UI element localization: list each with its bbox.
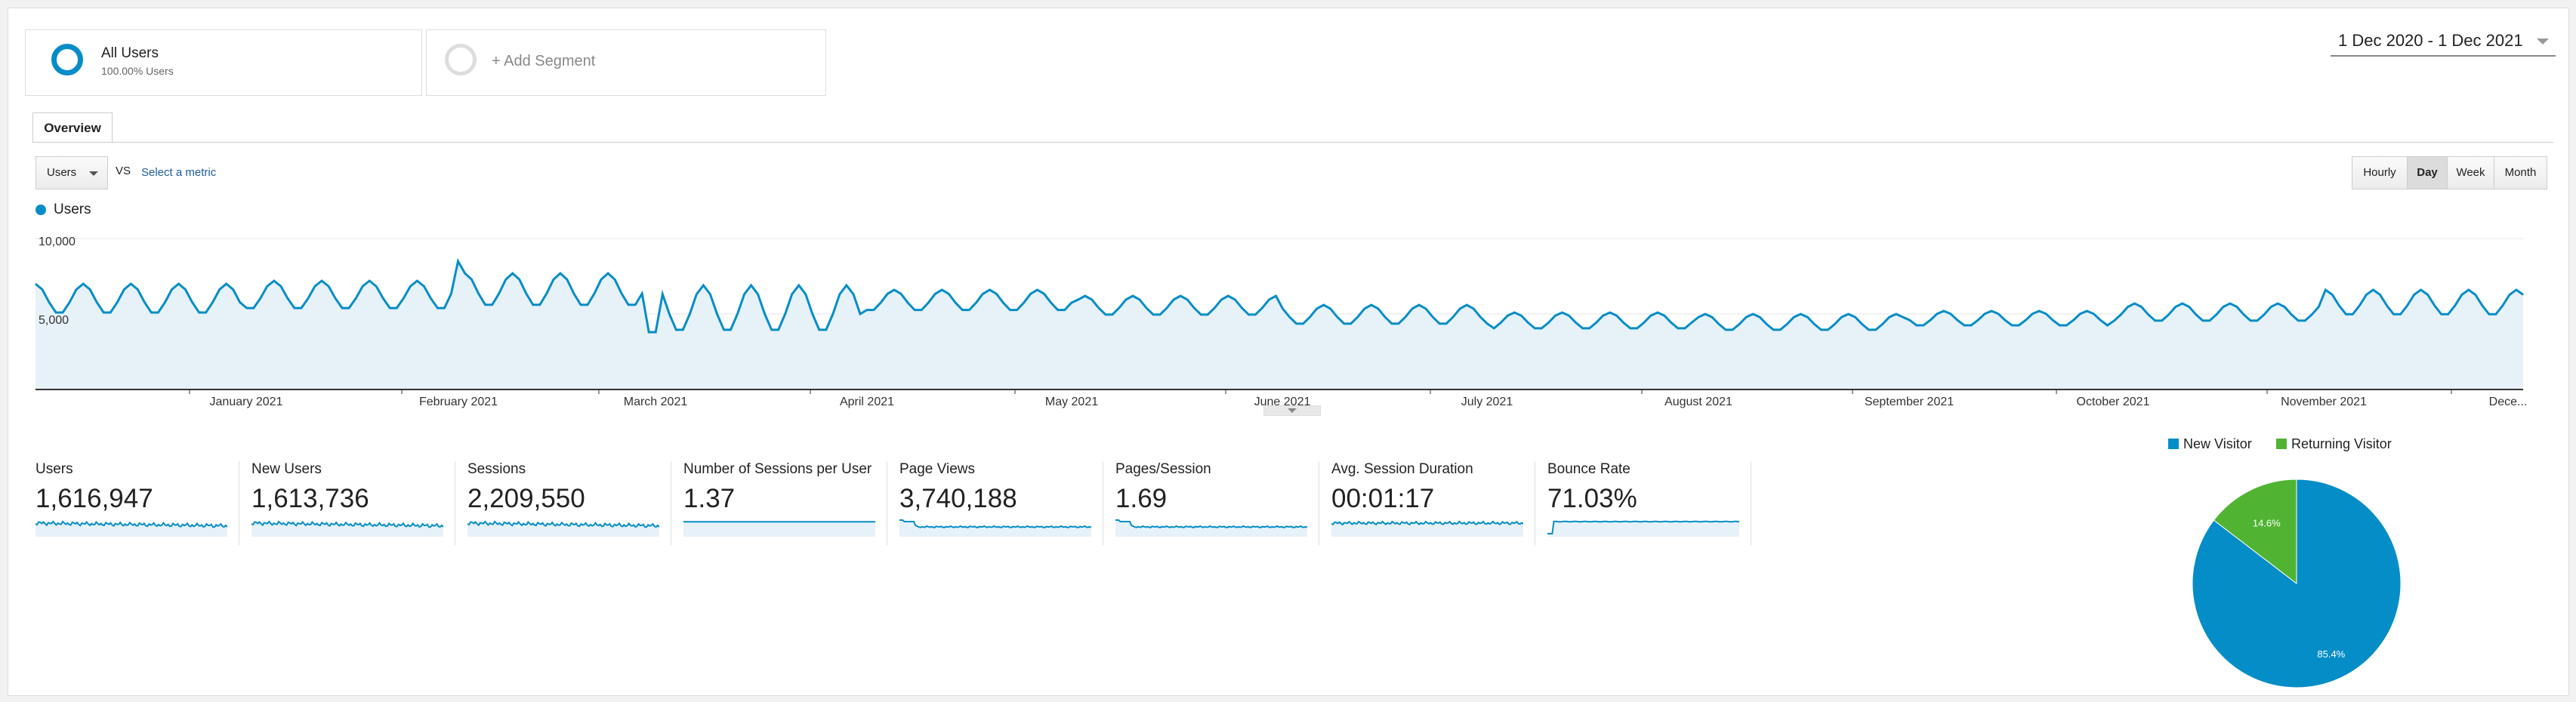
sparkline-area [1331, 521, 1523, 537]
week-button[interactable]: Week [2447, 156, 2494, 189]
metric-select-value: Users [47, 166, 77, 179]
metric-users[interactable]: Users 1,616,947 [35, 461, 239, 550]
pie-slice-returning-visitor[interactable] [2213, 479, 2297, 585]
metric-value: 1,613,736 [251, 484, 369, 513]
metric-value: 3,740,188 [899, 484, 1017, 513]
metric-label: Sessions [467, 461, 526, 477]
sparkline-area [467, 521, 659, 537]
metric-select[interactable]: Users [35, 156, 108, 189]
metric-sparkline [251, 520, 443, 537]
sparkline-area [251, 521, 443, 537]
xtick-label: October 2021 [2077, 396, 2150, 408]
tab-divider [32, 142, 2553, 143]
sparkline-line [1115, 519, 1307, 528]
metric-sessions[interactable]: Sessions 2,209,550 [467, 461, 671, 550]
chart-resize-handle[interactable] [1263, 405, 1321, 416]
xtick-label: March 2021 [624, 396, 688, 408]
metric-avg-session-duration[interactable]: Avg. Session Duration 00:01:17 [1331, 461, 1535, 550]
empty-segment-ring-icon [445, 44, 477, 75]
sparkline-area [899, 520, 1091, 537]
metric-bounce-rate[interactable]: Bounce Rate 71.03% [1547, 461, 1751, 550]
metric-value: 1.37 [683, 484, 736, 513]
metric-label: New Users [251, 461, 322, 477]
returning-visitor-legend-swatch [2276, 439, 2287, 449]
chevron-down-icon [89, 171, 98, 176]
metric-label: Page Views [899, 461, 975, 477]
segment-all-users[interactable]: All Users 100.00% Users [25, 29, 422, 96]
users-area-chart: 10,000 5,000 January 2021 February 2021 Ma… [35, 236, 2528, 408]
metric-value: 1.69 [1115, 484, 1168, 513]
xtick-label: May 2021 [1045, 396, 1098, 408]
x-axis-ticks: January 2021 February 2021 March 2021 April… [189, 389, 2528, 408]
metric-sparkline [1547, 520, 1739, 537]
ytick-label-5000: 5,000 [39, 314, 69, 327]
select-metric-link[interactable]: Select a metric [141, 166, 217, 179]
sparkline-line [899, 519, 1091, 528]
users-legend-label: Users [54, 202, 91, 217]
sparkline-line [1331, 520, 1523, 526]
sparkline-area [35, 521, 227, 537]
metric-value: 00:01:17 [1331, 484, 1435, 513]
metric-new-users[interactable]: New Users 1,613,736 [251, 461, 455, 550]
users-legend-dot [35, 205, 46, 215]
users-line [35, 257, 2524, 334]
date-range-picker[interactable]: 1 Dec 2020 - 1 Dec 2021 [2331, 22, 2556, 57]
analytics-panel: All Users 100.00% Users + Add Segment 1 … [8, 8, 2569, 696]
metric-page-views[interactable]: Page Views 3,740,188 [899, 461, 1103, 550]
sparkline-line [35, 520, 227, 528]
xtick-label: April 2021 [840, 396, 894, 408]
xtick-label: February 2021 [419, 396, 498, 408]
metric-sparkline [899, 519, 1091, 537]
sparkline-area [1115, 520, 1307, 537]
metric-sparkline [683, 521, 875, 537]
metric-label: Bounce Rate [1547, 461, 1630, 477]
metric-value: 2,209,550 [467, 484, 585, 513]
chevron-down-icon [1288, 408, 1297, 413]
users-area [35, 261, 2523, 389]
chevron-down-icon [2537, 38, 2549, 45]
sparkline-line [1547, 520, 1739, 534]
sparkline-area [683, 522, 875, 537]
vs-label: VS [116, 165, 131, 177]
date-range-text: 1 Dec 2020 - 1 Dec 2021 [2338, 31, 2523, 50]
metric-label: Pages/Session [1115, 461, 1211, 477]
segment-color-ring-icon [51, 44, 83, 75]
tab-overview[interactable]: Overview [32, 112, 113, 143]
metric-value: 71.03% [1547, 484, 1637, 513]
metric-number-of-sessions-per-user[interactable]: Number of Sessions per User 1.37 [683, 461, 887, 550]
add-segment-button[interactable]: + Add Segment [426, 29, 826, 96]
segment-subtitle: 100.00% Users [101, 65, 174, 77]
metric-pages-session[interactable]: Pages/Session 1.69 [1115, 461, 1319, 550]
day-button[interactable]: Day [2407, 156, 2448, 189]
sparkline-line [467, 520, 659, 528]
metric-label: Users [35, 461, 73, 477]
xtick-label: Dece... [2489, 396, 2528, 408]
xtick-label: July 2021 [1461, 396, 1513, 408]
hourly-button[interactable]: Hourly [2352, 156, 2408, 189]
metric-value: 1,616,947 [35, 484, 153, 513]
xtick-label: June 2021 [1254, 396, 1311, 408]
ytick-label-10000: 10,000 [39, 236, 76, 248]
pie-slice-label: 85.4% [2317, 648, 2345, 660]
metric-sparkline [1115, 519, 1307, 537]
xtick-label: September 2021 [1865, 396, 1954, 408]
metric-sparkline [467, 520, 659, 537]
add-segment-label: + Add Segment [492, 53, 596, 69]
metric-sparkline [1331, 520, 1523, 537]
xtick-label: November 2021 [2281, 396, 2367, 408]
sparkline-area [1547, 521, 1739, 537]
xtick-label: January 2021 [210, 396, 283, 408]
returning-visitor-legend-label: Returning Visitor [2291, 436, 2392, 451]
month-button[interactable]: Month [2494, 156, 2547, 189]
metric-label: Avg. Session Duration [1331, 461, 1473, 477]
metric-sparkline [35, 520, 227, 537]
xtick-label: August 2021 [1664, 396, 1732, 408]
segment-title: All Users [101, 45, 159, 61]
pie-slice-label: 14.6% [2253, 518, 2281, 529]
sparkline-line [251, 520, 443, 528]
metric-label: Number of Sessions per User [683, 461, 872, 477]
new-visitor-legend-swatch [2168, 439, 2179, 449]
visitor-pie-chart: 85.4% 14.6% [2192, 479, 2402, 688]
new-visitor-legend-label: New Visitor [2183, 436, 2252, 451]
